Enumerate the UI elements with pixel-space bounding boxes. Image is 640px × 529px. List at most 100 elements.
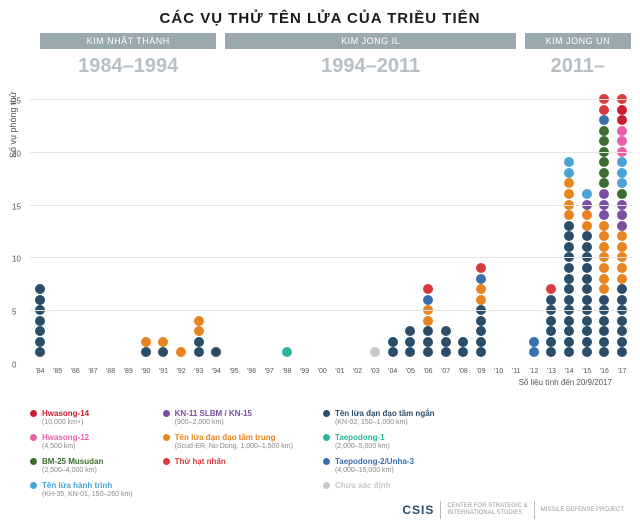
data-dot (564, 316, 574, 326)
data-dot (388, 347, 398, 357)
legend-label: Thử hạt nhân (175, 457, 226, 467)
x-tick: '93 (194, 368, 203, 375)
legend-sublabel: (Scud-ER, No Dong, 1,000–1,500 km) (175, 443, 293, 451)
data-dot (564, 274, 574, 284)
credit-footer: CSIS CENTER FOR STRATEGIC &INTERNATIONAL… (402, 501, 624, 519)
x-tick: '00 (318, 368, 327, 375)
data-dot (423, 347, 433, 357)
data-dot (582, 189, 592, 199)
x-tick: '06 (423, 368, 432, 375)
data-dot (582, 274, 592, 284)
data-dot (582, 347, 592, 357)
csis-subtitle: CENTER FOR STRATEGIC &INTERNATIONAL STUD… (447, 503, 527, 516)
data-dot (546, 295, 556, 305)
x-tick: '94 (212, 368, 221, 375)
legend-label: Tên lửa hành trình (42, 481, 133, 491)
legend-sublabel: (2,000–5,000 km) (335, 443, 390, 451)
data-dot (599, 316, 609, 326)
legend-label: Hwasong-12 (42, 433, 89, 443)
legend-item: Hwasong-14(10,000 km+) (30, 409, 133, 427)
x-tick: '85 (53, 368, 62, 375)
data-dot (617, 115, 627, 125)
data-dot (599, 178, 609, 188)
data-dot (599, 115, 609, 125)
data-dot (564, 221, 574, 231)
csis-logo: CSIS (402, 503, 434, 517)
x-tick: '13 (547, 368, 556, 375)
legend-label: Tên lửa đạn đạo tầm ngắn (335, 409, 435, 419)
data-dot (423, 316, 433, 326)
data-dot (617, 231, 627, 241)
data-dot (617, 284, 627, 294)
data-dot (599, 210, 609, 220)
legend-sublabel: (KH-35, KN-01, 150–260 km) (42, 491, 133, 499)
data-dot (582, 337, 592, 347)
data-dot (617, 295, 627, 305)
x-tick: '90 (141, 368, 150, 375)
data-dot (441, 326, 451, 336)
x-tick: '12 (529, 368, 538, 375)
chart-area: Số vụ phóng thử '84'85'86'87'88'89'90'91… (30, 33, 632, 363)
data-dot (582, 242, 592, 252)
data-dot (35, 316, 45, 326)
data-dot (476, 295, 486, 305)
x-tick: '16 (600, 368, 609, 375)
data-dot (158, 337, 168, 347)
data-asof-note: Số liệu tính đến 20/9/2017 (519, 378, 612, 387)
data-dot (458, 347, 468, 357)
data-dot (617, 178, 627, 188)
legend-label: Taepodong-2/Unha-3 (335, 457, 414, 467)
data-dot (582, 316, 592, 326)
legend: Hwasong-14(10,000 km+) Hwasong-12(4,500 k… (30, 409, 610, 499)
era-bar: KIM JONG UN (525, 33, 631, 49)
data-dot (370, 347, 380, 357)
legend-dot-icon (163, 410, 170, 417)
data-dot (582, 295, 592, 305)
legend-item: Tên lửa hành trình(KH-35, KN-01, 150–260… (30, 481, 133, 499)
legend-sublabel: (KN-02, 150–1,000 km) (335, 419, 435, 427)
x-tick: '03 (371, 368, 380, 375)
data-dot (599, 105, 609, 115)
data-dot (564, 189, 574, 199)
data-dot (599, 284, 609, 294)
legend-sublabel: (4,500 km) (42, 443, 89, 451)
data-dot (599, 347, 609, 357)
data-dot (617, 337, 627, 347)
legend-dot-icon (323, 410, 330, 417)
data-dot (617, 326, 627, 336)
legend-item: Taepodong-2/Unha-3(4,000–15,000 km) (323, 457, 435, 475)
x-tick: '04 (388, 368, 397, 375)
data-dot (458, 337, 468, 347)
data-dot (211, 347, 221, 357)
data-dot (564, 231, 574, 241)
data-dot (194, 347, 204, 357)
data-dot (599, 274, 609, 284)
data-dot (599, 326, 609, 336)
x-tick: '97 (265, 368, 274, 375)
data-dot (617, 105, 627, 115)
data-dot (35, 347, 45, 357)
x-tick: '88 (106, 368, 115, 375)
data-dot (194, 316, 204, 326)
x-tick: '05 (406, 368, 415, 375)
x-tick: '11 (512, 368, 521, 375)
data-dot (582, 263, 592, 273)
data-dot (158, 347, 168, 357)
data-dot (441, 337, 451, 347)
data-dot (599, 242, 609, 252)
data-dot (617, 242, 627, 252)
data-dot (546, 347, 556, 357)
data-dot (599, 157, 609, 167)
data-dot (564, 326, 574, 336)
data-dot (617, 189, 627, 199)
legend-sublabel: (10,000 km+) (42, 419, 89, 427)
legend-dot-icon (30, 434, 37, 441)
legend-item: Taepodong-1(2,000–5,000 km) (323, 433, 435, 451)
data-dot (599, 136, 609, 146)
y-tick: 0 (12, 361, 16, 366)
data-dot (564, 337, 574, 347)
data-dot (405, 337, 415, 347)
legend-item: Tên lửa đạn đạo tầm ngắn(KN-02, 150–1,00… (323, 409, 435, 427)
x-tick: '14 (565, 368, 574, 375)
y-tick: 20 (12, 149, 21, 154)
